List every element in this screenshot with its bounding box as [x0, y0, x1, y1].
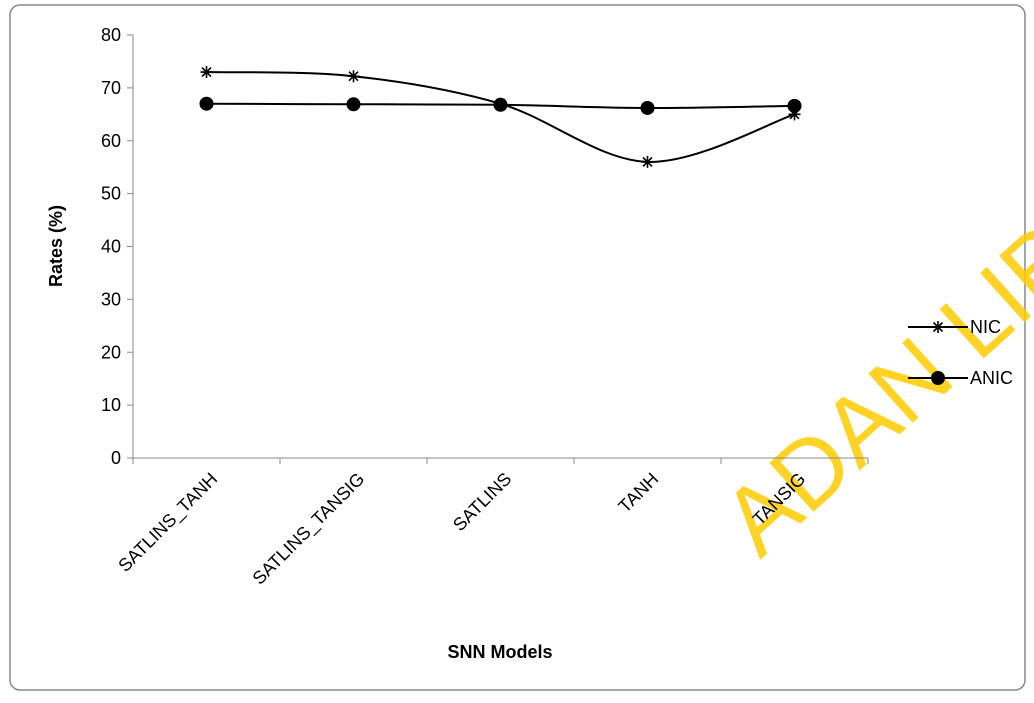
y-tick-label: 10 — [101, 395, 121, 415]
y-tick-label: 50 — [101, 184, 121, 204]
x-axis-label: SNN Models — [447, 642, 552, 662]
legend-label: NIC — [970, 317, 1001, 337]
marker — [493, 97, 508, 112]
chart-frame — [9, 4, 1026, 691]
legend-label: ANIC — [970, 368, 1013, 388]
marker — [641, 155, 654, 168]
y-tick-label: 40 — [101, 237, 121, 257]
y-tick-label: 0 — [111, 448, 121, 468]
y-tick-label: 60 — [101, 131, 121, 151]
y-axis-label: Rates (%) — [46, 205, 66, 287]
marker — [787, 98, 802, 113]
y-tick-label: 80 — [101, 25, 121, 45]
y-tick-label: 70 — [101, 78, 121, 98]
marker — [200, 66, 213, 79]
y-tick-label: 30 — [101, 289, 121, 309]
y-tick-label: 20 — [101, 342, 121, 362]
legend-marker — [931, 371, 945, 385]
marker — [788, 108, 801, 121]
marker — [346, 97, 361, 112]
marker — [640, 100, 655, 115]
marker — [199, 96, 214, 111]
legend-marker — [932, 321, 944, 333]
marker — [347, 70, 360, 83]
